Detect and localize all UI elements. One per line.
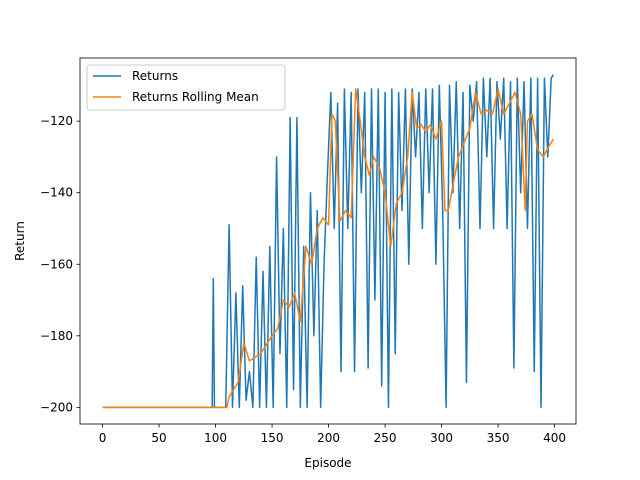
data-line — [102, 74, 555, 409]
y-tick-label: −180 — [40, 329, 73, 343]
x-tick-label: 300 — [430, 431, 453, 445]
legend-label: Returns Rolling Mean — [132, 90, 259, 104]
x-tick-label: 200 — [317, 431, 340, 445]
plot-frame — [79, 57, 577, 425]
x-tick-label: 400 — [543, 431, 566, 445]
data-line — [102, 88, 555, 409]
x-axis-label: Episode — [304, 456, 351, 470]
y-tick-label: −160 — [40, 257, 73, 271]
x-tick-label: 100 — [204, 431, 227, 445]
y-tick-label: −200 — [40, 400, 73, 414]
y-tick-label: −140 — [40, 186, 73, 200]
x-tick-label: 250 — [374, 431, 397, 445]
legend-box — [86, 64, 286, 111]
y-axis-label: Return — [13, 221, 27, 261]
legend-label: Returns — [132, 69, 178, 83]
x-tick-label: 150 — [261, 431, 284, 445]
x-tick-label: 350 — [487, 431, 510, 445]
x-tick-label: 0 — [99, 431, 107, 445]
legend: Returns Returns Rolling Mean — [86, 64, 286, 111]
x-tick-label: 50 — [151, 431, 166, 445]
y-tick-label: −120 — [40, 114, 73, 128]
